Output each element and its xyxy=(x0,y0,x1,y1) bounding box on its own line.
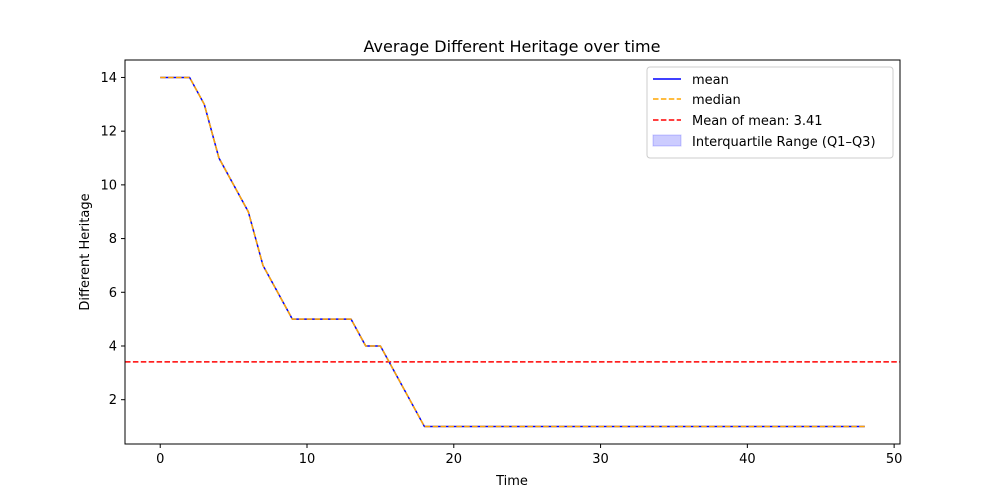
y-tick-label: 10 xyxy=(100,178,117,193)
x-tick-label: 10 xyxy=(299,452,316,467)
legend-iqr-label: Interquartile Range (Q1–Q3) xyxy=(692,135,876,150)
legend: mean median Mean of mean: 3.41 Interquar… xyxy=(646,66,894,159)
x-tick-label: 50 xyxy=(886,452,903,467)
y-tick-label: 2 xyxy=(109,393,117,408)
x-tick-label: 30 xyxy=(592,452,609,467)
x-axis-title: Time xyxy=(495,474,528,489)
legend-iqr-swatch xyxy=(652,134,682,147)
plot-frame xyxy=(124,59,901,445)
y-tick-label: 4 xyxy=(109,339,117,354)
series-line-median xyxy=(160,76,865,428)
y-tick-label: 6 xyxy=(109,286,117,301)
x-tick-label: 40 xyxy=(739,452,756,467)
y-axis: 2 4 6 8 10 12 14 xyxy=(100,71,125,408)
y-tick-label: 12 xyxy=(100,125,117,140)
plot-area xyxy=(125,76,900,428)
y-tick-label: 8 xyxy=(109,232,117,247)
x-axis: 0 10 20 30 40 50 xyxy=(156,444,902,467)
y-tick-label: 14 xyxy=(100,71,117,86)
x-tick-label: 0 xyxy=(156,452,164,467)
x-tick-label: 20 xyxy=(446,452,463,467)
legend-mean-of-mean-label: Mean of mean: 3.41 xyxy=(692,114,823,129)
legend-mean-label: mean xyxy=(692,73,729,88)
y-axis-title: Different Heritage xyxy=(78,193,93,310)
legend-median-label: median xyxy=(692,93,741,108)
chart-title: Average Different Heritage over time xyxy=(364,37,661,56)
legend-frame xyxy=(646,66,894,159)
